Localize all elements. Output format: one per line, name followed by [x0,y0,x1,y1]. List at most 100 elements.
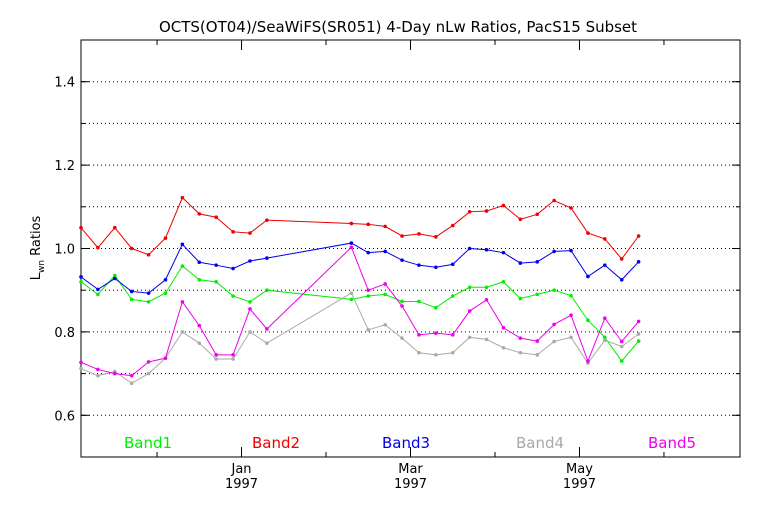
data-point-band2 [518,217,523,222]
data-point-band4 [569,335,573,340]
x-tick-label-year: 1997 [225,477,258,492]
data-point-band4 [501,345,506,350]
data-point-band5 [552,322,556,327]
data-point-band2 [569,206,573,210]
y-axis-label-rest: Ratios [29,215,44,260]
data-point-band5 [79,360,83,365]
data-point-band1 [180,264,185,268]
data-point-band2 [383,224,387,229]
series-line-band1 [80,265,639,362]
data-point-band3 [180,242,185,247]
data-point-band5 [535,339,540,343]
data-point-band3 [366,250,371,255]
legend-band3: Band3 [382,434,430,452]
data-point-band1 [434,305,438,310]
data-point-band1 [552,288,556,293]
data-point-band2 [603,237,607,241]
data-point-band3 [636,260,641,264]
data-point-band1 [484,285,489,290]
data-point-band5 [366,288,371,293]
data-point-band5 [180,300,185,304]
data-point-band5 [518,336,523,340]
legend-layer: Band1 Band2 Band3 Band4 Band5 [124,434,696,452]
data-point-band1 [400,299,404,304]
data-point-band5 [163,356,168,360]
data-point-band2 [265,218,269,222]
data-point-band3 [400,258,404,262]
y-tick-label: 1.4 [54,76,75,91]
data-point-band5 [434,331,438,335]
y-tick-label: 1.0 [54,243,75,258]
data-point-band3 [265,256,269,260]
data-point-band3 [450,262,455,267]
data-point-band2 [231,230,235,234]
data-point-band1 [586,318,590,323]
data-point-band3 [248,259,252,263]
data-point-band3 [349,241,354,245]
data-point-band2 [400,234,404,238]
data-point-band1 [518,296,523,301]
data-point-band3 [146,291,151,295]
data-point-band5 [231,353,235,357]
data-point-band2 [197,212,202,216]
data-point-band2 [501,203,506,208]
data-point-band3 [231,266,235,271]
data-point-band1 [146,300,151,304]
y-tick-label: 1.2 [54,159,75,174]
data-point-band3 [518,261,523,265]
data-point-band4 [366,328,371,332]
data-point-band2 [163,236,168,240]
data-point-band2 [450,223,455,228]
data-point-band3 [112,276,117,281]
data-point-band5 [214,353,218,357]
data-point-band4 [434,353,438,357]
legend-band5: Band5 [648,434,696,452]
data-point-band3 [383,249,387,254]
data-point-band5 [349,245,354,250]
data-point-band5 [400,304,404,308]
data-point-band5 [96,367,100,372]
series-line-band3 [80,242,639,294]
data-point-band1 [248,300,252,304]
data-point-band5 [484,297,489,302]
data-point-band1 [501,280,506,284]
x-tick-label-year: 1997 [563,477,596,492]
data-point-band1 [619,359,624,363]
data-point-band2 [619,257,624,261]
data-point-band1 [129,297,134,302]
data-point-band2 [552,198,556,203]
data-point-band3 [214,263,218,267]
data-point-band2 [96,245,100,250]
data-point-band4 [484,337,489,342]
data-point-band4 [96,373,100,378]
data-point-band5 [603,316,607,320]
data-point-band1 [383,292,387,297]
data-point-band3 [484,247,489,252]
data-point-band4 [265,341,269,345]
data-point-band4 [535,353,540,357]
data-point-band4 [636,332,641,336]
data-point-band4 [518,350,523,355]
data-point-band3 [619,277,624,282]
y-tick-label: 0.6 [54,409,75,424]
data-point-band1 [417,299,421,304]
data-point-band4 [450,350,455,355]
legend-band2: Band2 [252,434,300,452]
y-tick-label: 0.8 [54,326,75,341]
series-line-band2 [80,196,640,260]
data-point-band4 [231,357,235,361]
data-point-band3 [129,289,134,294]
data-point-band4 [383,323,387,327]
data-point-band2 [484,209,489,213]
data-point-band3 [569,248,573,253]
data-point-band5 [129,373,134,378]
data-point-band4 [349,291,354,295]
data-point-band5 [450,333,455,337]
y-axis-label-main: L [29,272,44,280]
data-point-band1 [197,277,202,282]
data-point-band2 [535,212,540,217]
x-tick-label-month: Jan [231,462,252,477]
data-point-band2 [434,235,438,239]
chart-title: OCTS(OT04)/SeaWiFS(SR051) 4-Day nLw Rati… [159,18,637,36]
